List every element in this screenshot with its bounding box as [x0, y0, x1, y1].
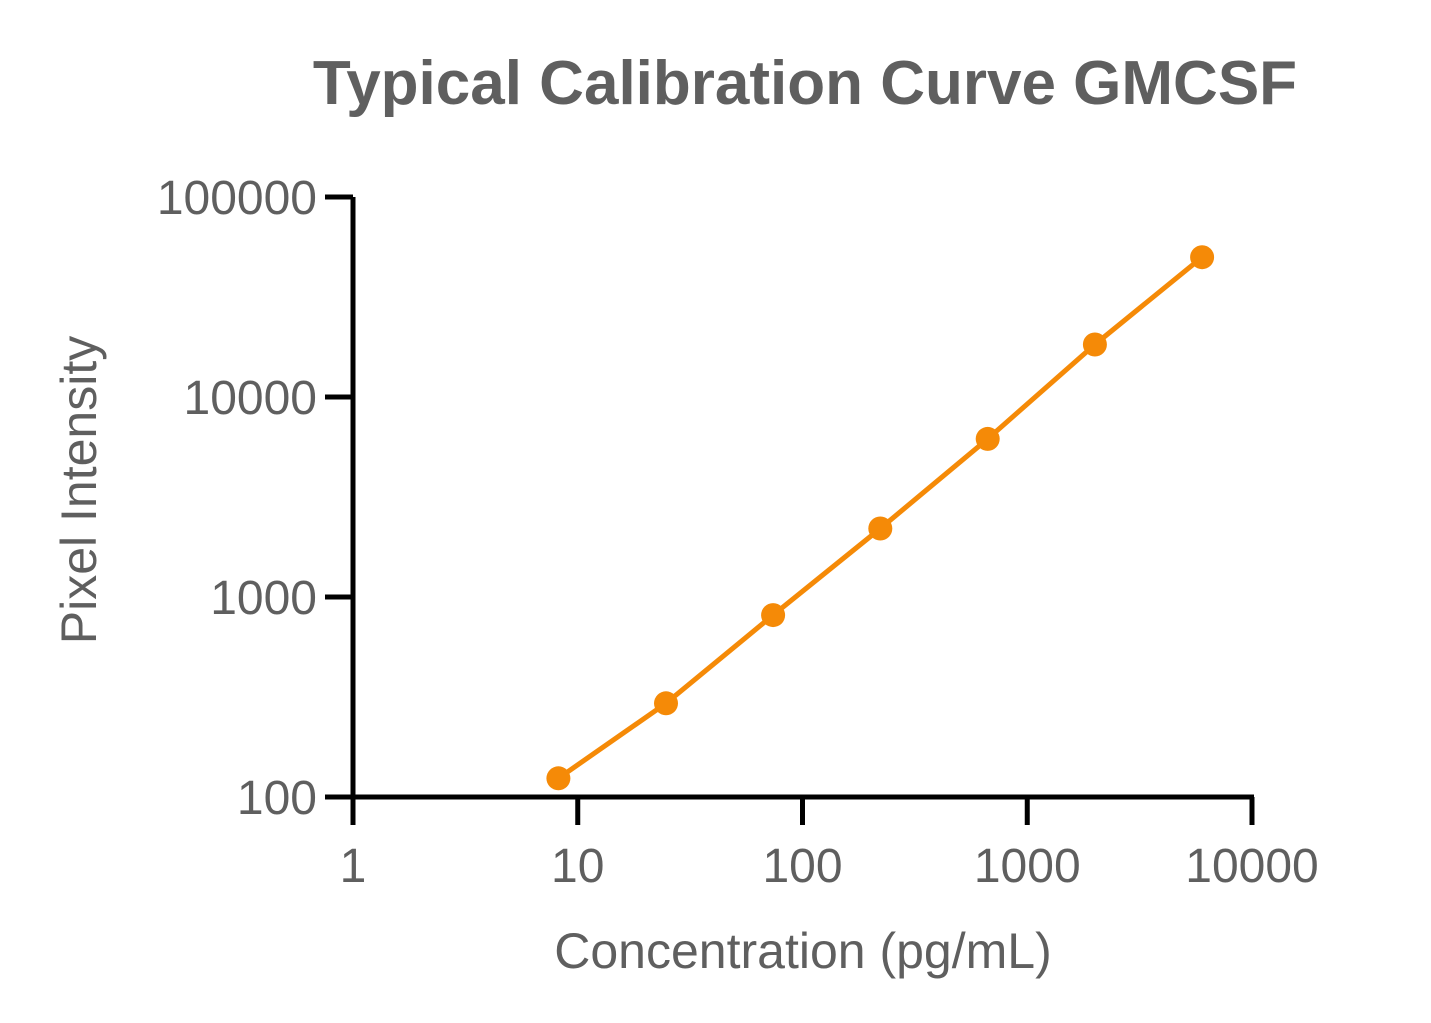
chart-title: Typical Calibration Curve GMCSF: [313, 49, 1297, 118]
y-axis-label: Pixel Intensity: [51, 336, 107, 644]
data-point: [1190, 245, 1215, 270]
y-axis-ticks: 100 1000 10000 100000: [157, 172, 353, 825]
data-point: [975, 426, 1000, 451]
x-axis-ticks: 1 10 100 1000 10000: [340, 797, 1319, 893]
data-point: [868, 516, 893, 541]
y-tick-label: 100000: [157, 172, 317, 225]
y-tick-label: 1000: [210, 572, 317, 625]
x-axis-label: Concentration (pg/mL): [554, 923, 1051, 979]
x-tick-label: 10: [551, 840, 604, 893]
x-tick-label: 10000: [1185, 840, 1318, 893]
y-tick-label: 10000: [184, 372, 317, 425]
x-tick-label: 1000: [974, 840, 1081, 893]
data-point: [1082, 332, 1107, 357]
axes: [350, 197, 1254, 800]
y-tick-label: 100: [237, 772, 317, 825]
plot-series: [546, 245, 1215, 791]
data-point: [546, 766, 571, 791]
data-point: [654, 691, 678, 716]
x-tick-label: 1: [340, 840, 367, 893]
data-point: [761, 603, 786, 628]
x-tick-label: 100: [762, 840, 842, 893]
